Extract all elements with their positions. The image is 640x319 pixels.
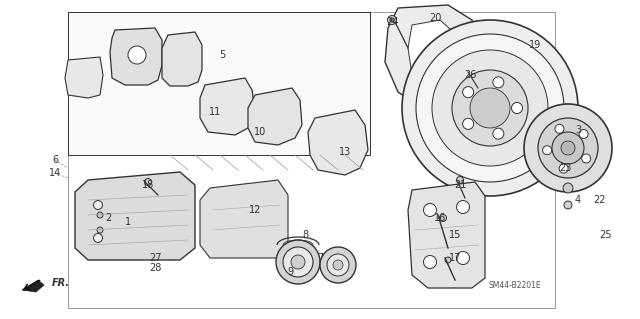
Circle shape xyxy=(440,214,447,221)
Polygon shape xyxy=(162,32,202,86)
Polygon shape xyxy=(200,180,288,258)
Polygon shape xyxy=(248,88,302,145)
Text: 26: 26 xyxy=(464,70,476,80)
Circle shape xyxy=(97,227,103,233)
Circle shape xyxy=(467,66,474,73)
Circle shape xyxy=(456,176,463,183)
Circle shape xyxy=(320,247,356,283)
Circle shape xyxy=(456,201,470,213)
Circle shape xyxy=(456,251,470,264)
Polygon shape xyxy=(385,5,482,125)
Text: 12: 12 xyxy=(249,205,261,215)
Circle shape xyxy=(128,46,146,64)
Circle shape xyxy=(445,257,451,263)
Circle shape xyxy=(424,204,436,217)
Text: 10: 10 xyxy=(254,127,266,137)
Circle shape xyxy=(93,201,102,210)
Circle shape xyxy=(283,247,313,277)
Circle shape xyxy=(97,212,103,218)
Text: 2: 2 xyxy=(105,213,111,223)
Circle shape xyxy=(424,256,436,269)
Text: 16: 16 xyxy=(434,213,446,223)
Text: 11: 11 xyxy=(209,107,221,117)
Text: 17: 17 xyxy=(449,253,461,263)
Text: 5: 5 xyxy=(219,50,225,60)
Text: 1: 1 xyxy=(125,217,131,227)
Polygon shape xyxy=(308,110,368,175)
Circle shape xyxy=(582,154,591,163)
Circle shape xyxy=(538,118,598,178)
Text: 21: 21 xyxy=(454,180,466,190)
Text: 18: 18 xyxy=(142,180,154,190)
Polygon shape xyxy=(75,172,195,260)
Text: 7: 7 xyxy=(317,253,323,263)
Circle shape xyxy=(402,20,578,196)
Circle shape xyxy=(291,255,305,269)
Circle shape xyxy=(524,104,612,192)
Circle shape xyxy=(493,77,504,88)
Polygon shape xyxy=(408,20,465,105)
Circle shape xyxy=(390,18,394,22)
Text: 19: 19 xyxy=(529,40,541,50)
Circle shape xyxy=(579,130,588,138)
Circle shape xyxy=(564,201,572,209)
Circle shape xyxy=(559,164,568,173)
Circle shape xyxy=(432,50,548,166)
Text: 20: 20 xyxy=(429,13,441,23)
Circle shape xyxy=(470,88,510,128)
Circle shape xyxy=(511,102,522,114)
Text: 14: 14 xyxy=(49,168,61,178)
Circle shape xyxy=(563,183,573,193)
Polygon shape xyxy=(408,182,485,288)
Circle shape xyxy=(93,234,102,242)
Circle shape xyxy=(463,118,474,130)
Circle shape xyxy=(543,146,552,155)
Text: FR.: FR. xyxy=(52,278,70,288)
Circle shape xyxy=(561,141,575,155)
Text: 13: 13 xyxy=(339,147,351,157)
Circle shape xyxy=(416,34,564,182)
Text: 24: 24 xyxy=(386,17,398,27)
Circle shape xyxy=(552,132,584,164)
Circle shape xyxy=(145,179,152,186)
Text: 6: 6 xyxy=(52,155,58,165)
Polygon shape xyxy=(200,78,255,135)
Text: 9: 9 xyxy=(287,267,293,277)
Polygon shape xyxy=(68,12,370,155)
Circle shape xyxy=(452,70,528,146)
Text: 15: 15 xyxy=(449,230,461,240)
Text: 8: 8 xyxy=(302,230,308,240)
Circle shape xyxy=(493,128,504,139)
Polygon shape xyxy=(110,28,162,85)
Circle shape xyxy=(333,260,343,270)
Circle shape xyxy=(276,240,320,284)
Text: 27: 27 xyxy=(148,253,161,263)
Polygon shape xyxy=(22,280,44,292)
Circle shape xyxy=(387,16,397,25)
Text: 23: 23 xyxy=(559,163,571,173)
Text: 22: 22 xyxy=(594,195,606,205)
Text: SM44-B2201E: SM44-B2201E xyxy=(489,280,541,290)
Polygon shape xyxy=(65,57,103,98)
Text: 3: 3 xyxy=(575,125,581,135)
Circle shape xyxy=(327,254,349,276)
Text: 25: 25 xyxy=(599,230,611,240)
Text: 4: 4 xyxy=(575,195,581,205)
Circle shape xyxy=(463,87,474,98)
Circle shape xyxy=(555,124,564,133)
Text: 28: 28 xyxy=(149,263,161,273)
